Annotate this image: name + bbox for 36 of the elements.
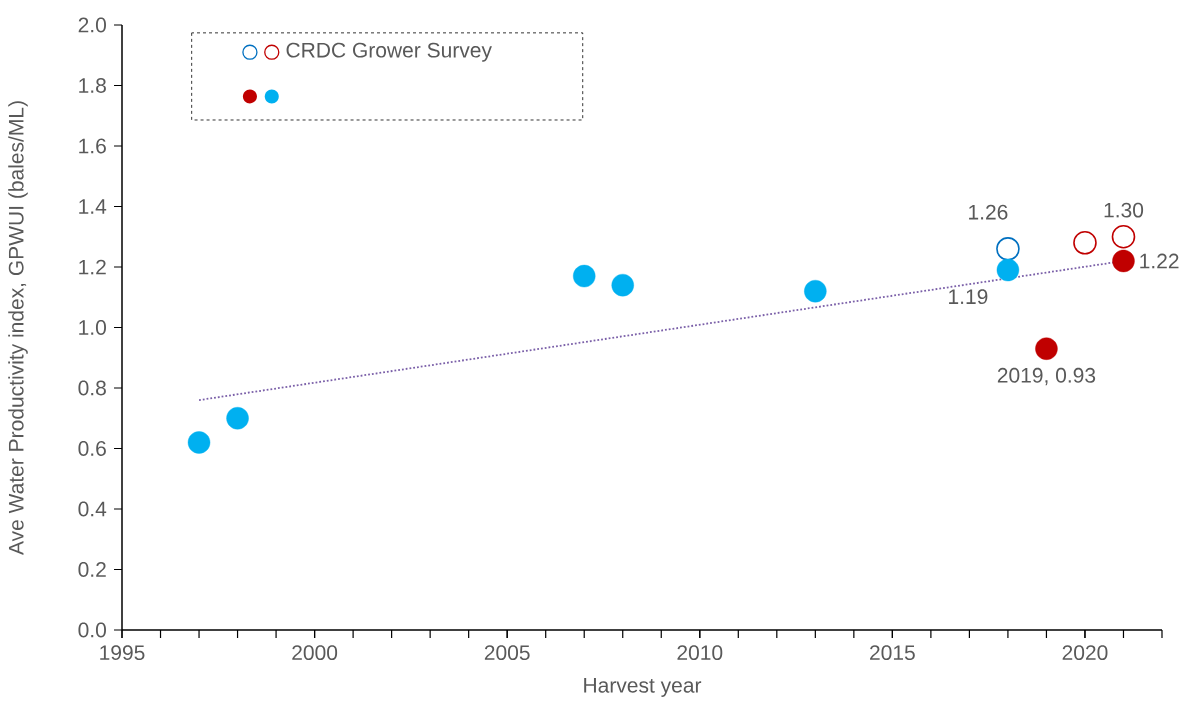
point [187, 431, 211, 454]
point [1112, 249, 1135, 273]
y-tick-label: 1.2 [79, 259, 106, 275]
y-tick-label: 1.8 [79, 78, 106, 93]
point [996, 237, 1020, 261]
point [1073, 231, 1097, 255]
y-tick-label: 0.8 [78, 380, 106, 396]
y-tick-label: 0.2 [78, 562, 106, 577]
point [611, 273, 634, 297]
y-tick-label: 0.0 [78, 622, 106, 638]
x-tick-label: 1995 [100, 645, 145, 661]
point [1111, 224, 1136, 249]
point [573, 264, 596, 288]
x-tick-label: 2020 [1062, 645, 1108, 661]
data-label: 2019, 0.93 [997, 367, 1096, 386]
data-label: 1.22 [1140, 253, 1179, 269]
x-tick-label: 2005 [484, 645, 530, 661]
x-tick-label: 2000 [292, 645, 338, 661]
point [1035, 337, 1058, 360]
y-tick-label: 1.6 [79, 138, 106, 154]
y-tick-label: 1.0 [79, 320, 106, 335]
data-label: 1.26 [969, 204, 1008, 220]
x-axis-title: Harvest year [584, 678, 702, 697]
y-tick-label: 0.4 [78, 501, 107, 517]
y-axis-title: Ave Water Productivity index, GPWUI (bales/ML) [8, 101, 28, 556]
point [226, 407, 249, 430]
y-tick-label: 2.0 [78, 17, 106, 33]
x-tick-label: 2015 [870, 645, 915, 661]
x-tick-label: 2010 [677, 645, 723, 661]
point [804, 280, 827, 303]
y-tick-label: 0.6 [78, 441, 106, 456]
data-label: 1.30 [1104, 202, 1144, 218]
y-tick-label: 1.4 [79, 199, 107, 214]
data-label: 1.19 [949, 289, 988, 305]
point [996, 258, 1020, 282]
text: CRDC Grower Survey [286, 42, 492, 62]
